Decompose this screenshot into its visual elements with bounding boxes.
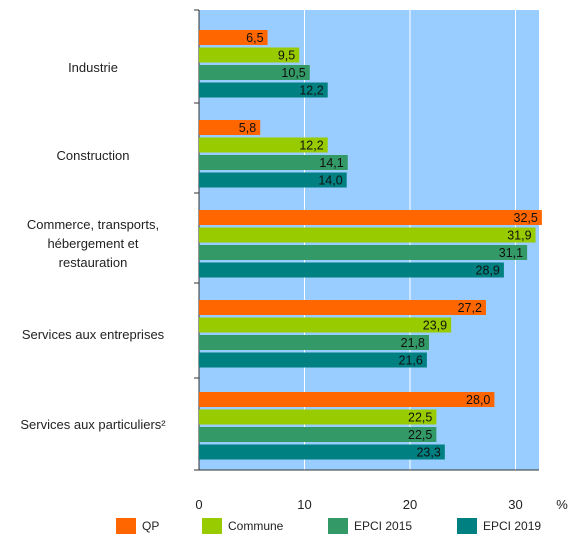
x-tick-label: 20 — [403, 497, 417, 512]
legend-item: QP — [116, 518, 159, 534]
bar-value-label: 27,2 — [458, 301, 482, 315]
bar — [199, 82, 328, 98]
x-tick-label: 10 — [297, 497, 311, 512]
legend-item: Commune — [202, 518, 283, 534]
bar-value-label: 23,3 — [416, 446, 440, 460]
bar — [199, 245, 528, 260]
category-label: Services aux particuliers² — [0, 415, 186, 434]
legend-label: QP — [142, 519, 160, 533]
bar-value-label: 23,9 — [423, 319, 447, 333]
legend-swatch — [328, 518, 348, 534]
bar-value-label: 9,5 — [278, 49, 295, 63]
bar — [199, 317, 452, 333]
category-label: Industrie — [0, 58, 186, 77]
bar — [199, 444, 445, 460]
bar — [199, 120, 261, 135]
bar-value-label: 10,5 — [281, 66, 305, 80]
bar — [199, 172, 347, 188]
bar-value-label: 31,1 — [499, 246, 523, 260]
bar — [199, 155, 348, 170]
bar — [199, 137, 328, 153]
legend-label: Commune — [228, 519, 284, 533]
legend-label: EPCI 2019 — [483, 519, 542, 533]
x-tick-label: 30 — [508, 497, 522, 512]
chart: 0 10 20 30 % 6,5 9,5 10,5 12,2 5,8 12,2 14,1 14,0 32,… — [194, 9, 568, 512]
legend: QP Commune EPCI 2015 EPCI 2019 — [0, 518, 569, 538]
bar — [199, 335, 429, 350]
bar — [199, 392, 495, 407]
category-label-line: Services aux particuliers² — [20, 416, 166, 432]
bar-value-label: 22,5 — [408, 411, 432, 425]
legend-swatch — [457, 518, 477, 534]
bar-value-label: 12,2 — [299, 139, 323, 153]
bar — [199, 300, 486, 315]
legend-item: EPCI 2015 — [328, 518, 412, 534]
category-label-line: Services aux entreprises — [21, 326, 165, 342]
bar-value-label: 6,5 — [246, 31, 263, 45]
bar — [199, 65, 310, 80]
bar-value-label: 5,8 — [239, 121, 256, 135]
legend-swatch — [116, 518, 136, 534]
category-label-line: Construction — [56, 147, 130, 163]
category-label-line: hébergement et — [47, 235, 139, 251]
bar-value-label: 21,8 — [401, 336, 425, 350]
bar — [199, 409, 437, 425]
category-label: Services aux entreprises — [0, 325, 186, 344]
bar-value-label: 22,5 — [408, 428, 432, 442]
category-label-line: Industrie — [68, 59, 118, 75]
bar-value-label: 14,1 — [319, 156, 343, 170]
category-label-line: restauration — [58, 254, 128, 270]
bar — [199, 227, 536, 243]
bar-value-label: 28,9 — [476, 264, 500, 278]
bar-value-label: 28,0 — [466, 393, 490, 407]
bar — [199, 427, 437, 442]
legend-swatch — [202, 518, 222, 534]
bar — [199, 262, 504, 278]
bar — [199, 47, 300, 63]
x-tick-label: 0 — [195, 497, 202, 512]
category-label: Commerce, transports, hébergement et resta… — [0, 215, 186, 272]
bar-value-label: 31,9 — [507, 229, 531, 243]
bar — [199, 352, 427, 368]
bar — [199, 30, 268, 45]
bar-value-label: 12,2 — [299, 84, 323, 98]
category-label: Construction — [0, 146, 186, 165]
bar-value-label: 14,0 — [318, 174, 342, 188]
legend-label: EPCI 2015 — [354, 519, 413, 533]
bar-value-label: 32,5 — [514, 211, 538, 225]
x-unit-label: % — [556, 497, 568, 512]
bar-value-label: 21,6 — [399, 354, 423, 368]
bar — [199, 210, 542, 225]
legend-item: EPCI 2019 — [457, 518, 541, 534]
category-label-line: Commerce, transports, — [26, 216, 160, 232]
